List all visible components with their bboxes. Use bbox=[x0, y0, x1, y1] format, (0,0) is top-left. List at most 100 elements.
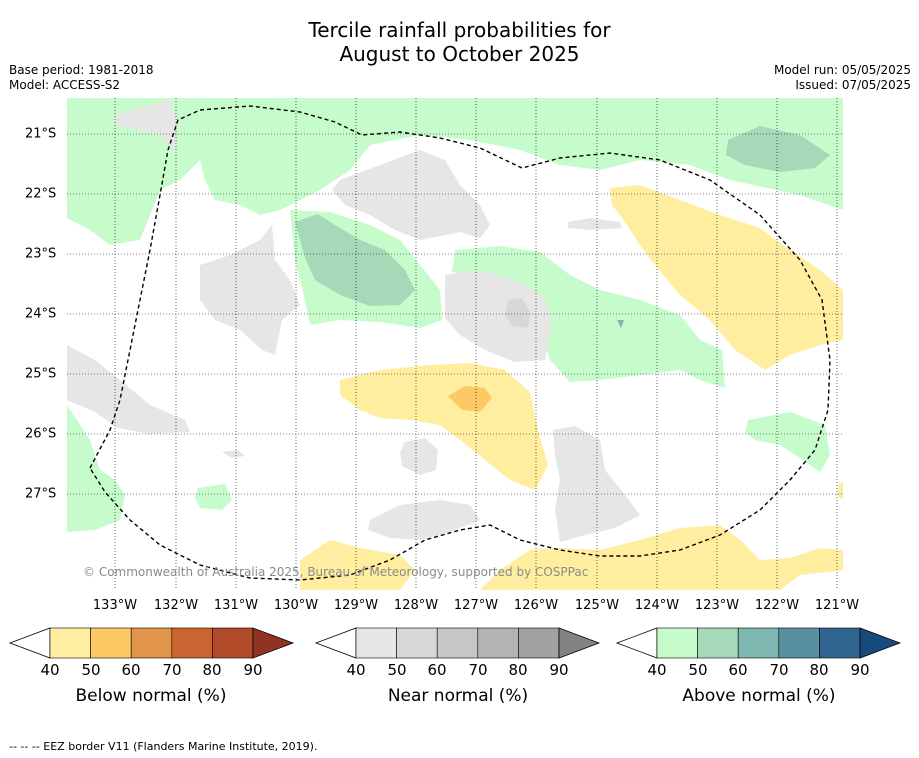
near-normal-region-50 bbox=[505, 298, 530, 328]
colorbar-tick: 70 bbox=[769, 661, 789, 679]
colorbar-swatch bbox=[436, 627, 479, 659]
rainfall-map bbox=[67, 98, 843, 590]
colorbar-over-triangle bbox=[558, 627, 601, 659]
colorbar-swatch bbox=[477, 627, 519, 659]
map-title: Tercile rainfall probabilities for Augus… bbox=[0, 18, 919, 66]
below-normal-region bbox=[610, 185, 843, 370]
colorbar-label: Near normal (%) bbox=[387, 686, 529, 706]
y-tick: 22°S bbox=[25, 186, 57, 202]
above-normal-region-50 bbox=[726, 126, 830, 172]
colorbar-above-normal bbox=[615, 627, 902, 659]
y-tick: 26°S bbox=[25, 426, 57, 442]
colorbar-label: Above normal (%) bbox=[682, 686, 836, 706]
graticule bbox=[67, 98, 843, 590]
x-tick: 133°W bbox=[92, 598, 138, 613]
above-normal-spot bbox=[617, 320, 624, 328]
x-tick: 123°W bbox=[694, 598, 740, 613]
colorbar-swatch bbox=[737, 627, 780, 659]
colorbar-over-triangle bbox=[859, 627, 902, 659]
near-normal-region bbox=[445, 270, 552, 362]
colorbar-swatch bbox=[90, 627, 132, 659]
colorbar-tick: 90 bbox=[243, 661, 263, 679]
x-tick: 125°W bbox=[574, 598, 620, 613]
x-tick: 128°W bbox=[393, 598, 439, 613]
colorbar-tick: 40 bbox=[346, 661, 366, 679]
near-normal-region bbox=[553, 426, 640, 542]
colorbar-under-triangle bbox=[615, 627, 658, 659]
colorbar-swatch bbox=[130, 627, 173, 659]
title-line-2: August to October 2025 bbox=[339, 42, 580, 66]
colorbar-label: Below normal (%) bbox=[75, 686, 227, 706]
below-normal-region bbox=[480, 525, 843, 590]
colorbar-swatch bbox=[171, 627, 213, 659]
colorbar-tick: 80 bbox=[202, 661, 222, 679]
near-normal-region bbox=[115, 100, 178, 152]
near-normal-region bbox=[368, 500, 480, 540]
colorbar-swatch bbox=[49, 627, 91, 659]
colorbar-tick: 50 bbox=[81, 661, 101, 679]
near-normal-region bbox=[67, 345, 190, 434]
colorbar-swatch bbox=[396, 627, 438, 659]
near-normal-region bbox=[400, 438, 438, 475]
above-normal-region bbox=[452, 246, 725, 388]
below-normal-region bbox=[838, 482, 843, 500]
colorbar-below-normal bbox=[8, 627, 295, 659]
x-tick: 121°W bbox=[814, 598, 860, 613]
probability-shading bbox=[67, 98, 843, 590]
model-run: Model run: 05/05/2025 bbox=[773, 63, 911, 77]
colorbar-tick: 60 bbox=[728, 661, 748, 679]
y-tick: 25°S bbox=[25, 366, 57, 382]
x-tick: 132°W bbox=[153, 598, 199, 613]
colorbar-tick: 50 bbox=[387, 661, 407, 679]
y-tick: 27°S bbox=[25, 486, 57, 502]
x-tick: 126°W bbox=[513, 598, 559, 613]
colorbar-near-normal bbox=[314, 627, 601, 659]
above-normal-region-50 bbox=[295, 214, 415, 306]
below-normal-region-50 bbox=[448, 386, 492, 412]
colorbar-swatch bbox=[778, 627, 820, 659]
colorbar-tick: 80 bbox=[809, 661, 829, 679]
colorbar-tick: 40 bbox=[647, 661, 667, 679]
colorbar-tick: 40 bbox=[40, 661, 60, 679]
eez-footnote: -- -- -- EEZ border V11 (Flanders Marine… bbox=[9, 740, 318, 753]
near-normal-region bbox=[332, 150, 490, 240]
colorbar-tick: 90 bbox=[850, 661, 870, 679]
x-tick: 127°W bbox=[453, 598, 499, 613]
title-line-1: Tercile rainfall probabilities for bbox=[308, 18, 611, 42]
y-tick: 24°S bbox=[25, 306, 57, 322]
x-tick: 124°W bbox=[634, 598, 680, 613]
y-tick: 21°S bbox=[25, 126, 57, 142]
x-tick: 122°W bbox=[754, 598, 800, 613]
base-period: Base period: 1981-2018 bbox=[9, 63, 154, 77]
y-tick: 23°S bbox=[25, 246, 57, 262]
below-normal-region bbox=[300, 540, 415, 590]
colorbar-under-triangle bbox=[314, 627, 357, 659]
colorbar-over-triangle bbox=[252, 627, 295, 659]
above-normal-region bbox=[67, 405, 125, 532]
near-normal-region bbox=[222, 450, 245, 458]
near-normal-region bbox=[568, 218, 622, 230]
colorbar-under-triangle bbox=[8, 627, 51, 659]
colorbar-tick: 60 bbox=[121, 661, 141, 679]
colorbar-swatch bbox=[518, 627, 560, 659]
colorbar-tick: 70 bbox=[468, 661, 488, 679]
x-tick: 129°W bbox=[333, 598, 379, 613]
near-normal-region bbox=[200, 225, 300, 355]
colorbar-tick: 90 bbox=[549, 661, 569, 679]
above-normal-region bbox=[195, 484, 232, 510]
above-normal-region bbox=[67, 98, 843, 245]
issued-date: Issued: 07/05/2025 bbox=[795, 78, 911, 92]
colorbar-swatch bbox=[355, 627, 397, 659]
below-normal-region bbox=[340, 363, 548, 490]
colorbar-swatch bbox=[656, 627, 698, 659]
x-tick: 130°W bbox=[273, 598, 319, 613]
colorbar-tick: 60 bbox=[427, 661, 447, 679]
colorbar-swatch bbox=[697, 627, 739, 659]
meta-right: Model run: 05/05/2025 Issued: 07/05/2025 bbox=[774, 63, 911, 93]
model-name: Model: ACCESS-S2 bbox=[9, 78, 121, 92]
meta-left: Base period: 1981-2018 Model: ACCESS-S2 bbox=[9, 63, 154, 93]
colorbar-tick: 80 bbox=[508, 661, 528, 679]
copyright-notice: © Commonwealth of Australia 2025, Bureau… bbox=[83, 565, 589, 579]
colorbar-swatch bbox=[212, 627, 254, 659]
colorbar-swatch bbox=[819, 627, 861, 659]
